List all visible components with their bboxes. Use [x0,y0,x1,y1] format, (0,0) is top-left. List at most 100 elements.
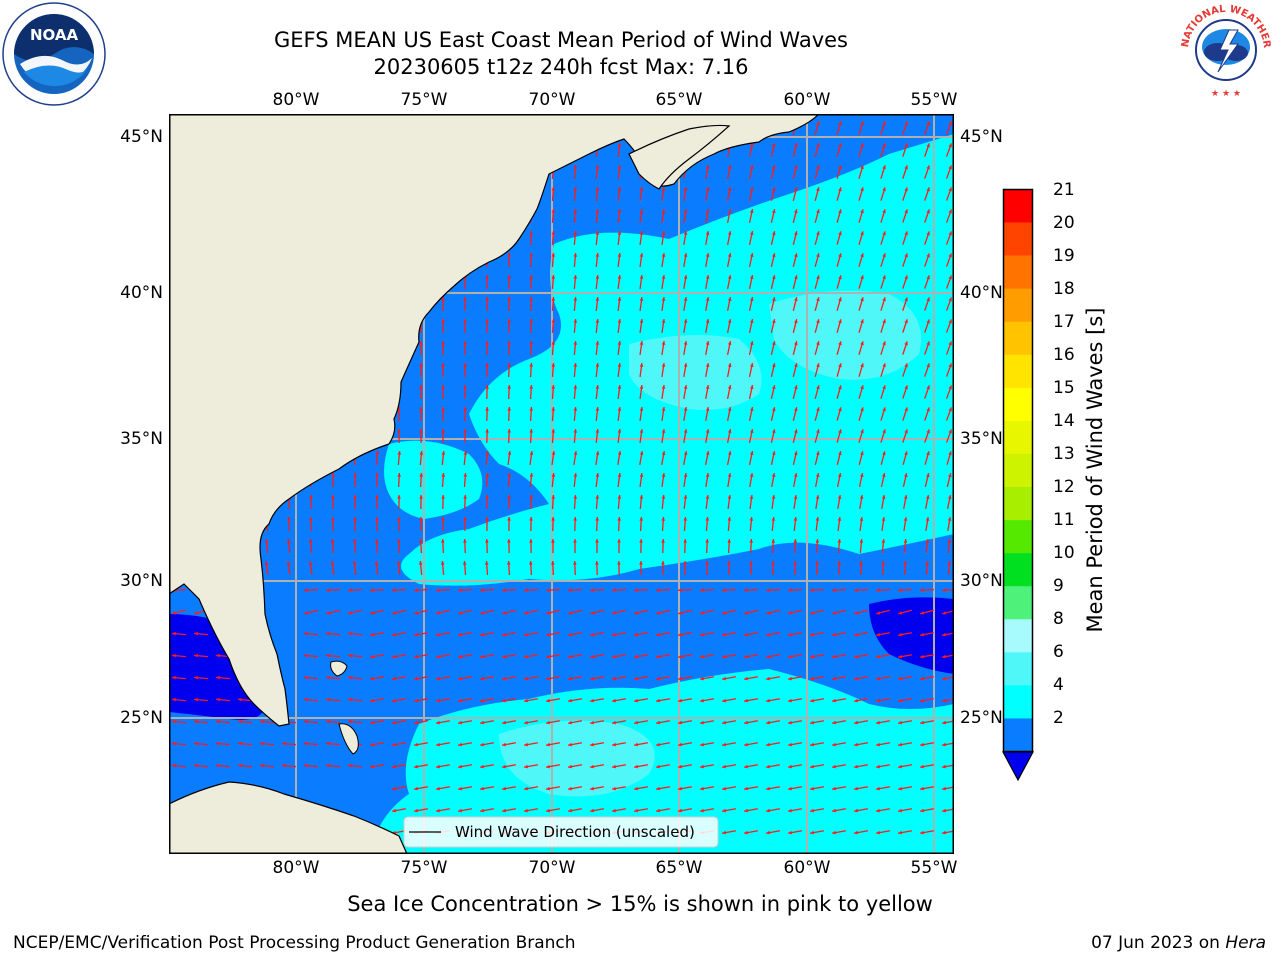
wave-arrow-head [920,698,924,703]
wave-arrow-head [308,517,313,521]
wave-arrow-head [948,231,952,236]
wave-arrow-head [838,385,842,390]
wave-arrow-head [815,473,820,477]
wave-arrow-head [942,764,946,769]
wave-arrow-head [683,231,688,235]
wave-arrow-head [308,539,313,543]
wave-arrow-head [942,676,946,681]
wave-arrow-head [656,764,660,769]
wave-arrow-head [568,720,572,725]
wave-arrow-head [771,451,776,456]
wave-arrow-head [414,611,419,615]
wave-arrow-head [727,165,732,169]
wave-arrow-head [551,495,556,499]
wave-arrow-head [507,319,511,323]
wave-arrow-head [480,720,484,725]
colorbar-segment [1003,586,1033,620]
wave-arrow-head [573,429,578,433]
wave-arrow-head [771,495,776,499]
wave-arrow-head [639,319,644,323]
wave-arrow-head [546,654,550,659]
wave-arrow-head [436,611,441,615]
wave-arrow-head [727,517,732,521]
wave-arrow-head [766,786,770,791]
wave-arrow-head [414,632,418,637]
wave-arrow-head [573,495,578,499]
wave-arrow-head [374,561,379,565]
wave-arrow-head [573,187,578,191]
wave-arrow-head [744,830,748,835]
wave-arrow-head [881,561,886,565]
wave-arrow-head [810,676,814,681]
wave-arrow-head [634,808,638,813]
wave-arrow-head [419,363,423,367]
wave-arrow-head [881,539,886,543]
wave-arrow-head [595,429,600,433]
land-bahamas-b [338,723,359,755]
wave-arrow-head [502,720,506,725]
wave-arrow-head [551,561,555,565]
wave-arrow-head [216,697,220,702]
wave-arrow-head [568,676,572,681]
wave-arrow-head [678,720,682,725]
wave-arrow-head [639,275,644,279]
wave-arrow-head [722,742,726,747]
sea-ice-caption: Sea Ice Concentration > 15% is shown in … [347,892,933,916]
footer-date: 07 Jun 2023 on Hera [1091,933,1266,953]
wave-arrow-head [947,561,952,565]
wave-arrow-head [948,143,952,148]
wave-arrow-head [264,539,269,543]
wave-arrow-head [612,698,616,703]
colorbar-segment [1003,487,1033,521]
wave-arrow-head [260,719,264,724]
wave-arrow-head [860,407,864,412]
wave-arrow-head [639,407,644,411]
wave-arrow-head [507,363,511,367]
wave-arrow-head [573,539,577,543]
wave-arrow-head [463,319,467,323]
wave-arrow-head [904,385,908,390]
wave-arrow-head [898,764,902,769]
colorbar-tick-20: 20 [1053,212,1075,233]
wave-arrow-head [441,385,445,389]
wave-arrow-head [507,495,511,499]
wave-arrow-head [194,741,198,746]
wave-arrow-head [656,786,660,791]
wave-arrow-head [436,588,440,592]
wave-arrow-head [568,742,572,747]
lon-top-70w: 70°W [528,90,576,110]
wave-arrow-head [286,561,291,565]
wave-arrow-head [810,654,814,659]
wave-arrow-head [859,539,864,543]
wave-arrow-head [546,808,550,813]
wave-arrow-head [832,764,836,769]
wave-arrow-head [419,385,423,389]
wave-arrow-head [700,676,704,681]
wave-arrow-head [286,539,291,543]
wave-arrow-head [788,676,792,681]
wave-arrow-head [772,187,776,192]
wave-arrow-head [920,830,924,835]
wave-arrow-head [683,561,687,565]
wave-arrow-head [617,473,622,477]
wave-arrow-head [705,473,710,477]
lon-top-60w: 60°W [783,90,831,110]
wave-arrow-head [816,363,820,368]
colorbar-tick-16: 16 [1053,344,1075,365]
wave-arrow-head [838,341,842,346]
wave-arrow-head [634,786,638,791]
wave-arrow-head [304,653,308,658]
wave-arrow-head [881,495,886,499]
wave-arrow-head [418,539,423,543]
wave-arrow-head [744,742,748,747]
wave-arrow-head [749,275,754,280]
wave-arrow-head [854,632,858,637]
wave-arrow-head [612,720,616,725]
wave-arrow-head [920,676,924,681]
wave-arrow-head [573,297,578,301]
wave-arrow-head [727,451,732,456]
wave-arrow-head [772,385,776,390]
wave-arrow-head [194,631,198,636]
lat-right-30n: 30°N [960,571,1003,591]
wave-arrow-head [308,561,313,565]
